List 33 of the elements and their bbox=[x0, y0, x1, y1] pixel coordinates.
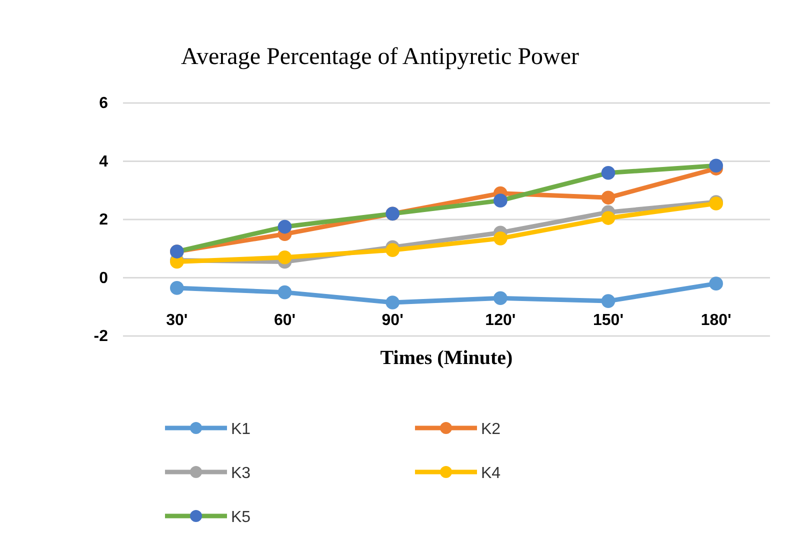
point bbox=[494, 232, 508, 246]
chart-title: Average Percentage of Antipyretic Power bbox=[180, 44, 580, 70]
point bbox=[494, 194, 508, 208]
x-tick-label: 60' bbox=[274, 312, 296, 330]
x-tick-label: 90' bbox=[382, 312, 404, 330]
point bbox=[278, 285, 292, 300]
y-tick-label: 6 bbox=[99, 95, 108, 112]
y-tick-label: -2 bbox=[94, 328, 108, 346]
point bbox=[601, 211, 616, 225]
point bbox=[386, 296, 400, 310]
point bbox=[278, 250, 292, 264]
point bbox=[278, 220, 292, 234]
point bbox=[601, 166, 616, 180]
x-tick-label: 150' bbox=[593, 312, 624, 330]
x-tick-label: 120' bbox=[485, 312, 516, 330]
y-tick-label: 4 bbox=[99, 153, 108, 170]
point bbox=[601, 294, 616, 308]
legend-label: K5 bbox=[231, 509, 251, 526]
x-axis-title: Times (Minute) bbox=[380, 347, 513, 369]
point bbox=[386, 243, 400, 257]
x-tick-label: 180' bbox=[700, 312, 732, 330]
point bbox=[170, 281, 184, 295]
point bbox=[601, 190, 616, 205]
point bbox=[709, 276, 723, 290]
y-tick-label: 0 bbox=[99, 270, 108, 287]
y-tick-label: 2 bbox=[99, 212, 108, 229]
legend-label: K2 bbox=[481, 421, 501, 438]
x-tick-label: 30' bbox=[166, 312, 188, 330]
legend-label: K4 bbox=[481, 465, 501, 482]
point bbox=[494, 291, 508, 306]
legend-label: K3 bbox=[231, 465, 251, 482]
point bbox=[709, 158, 723, 173]
legend-label: K1 bbox=[231, 421, 251, 438]
